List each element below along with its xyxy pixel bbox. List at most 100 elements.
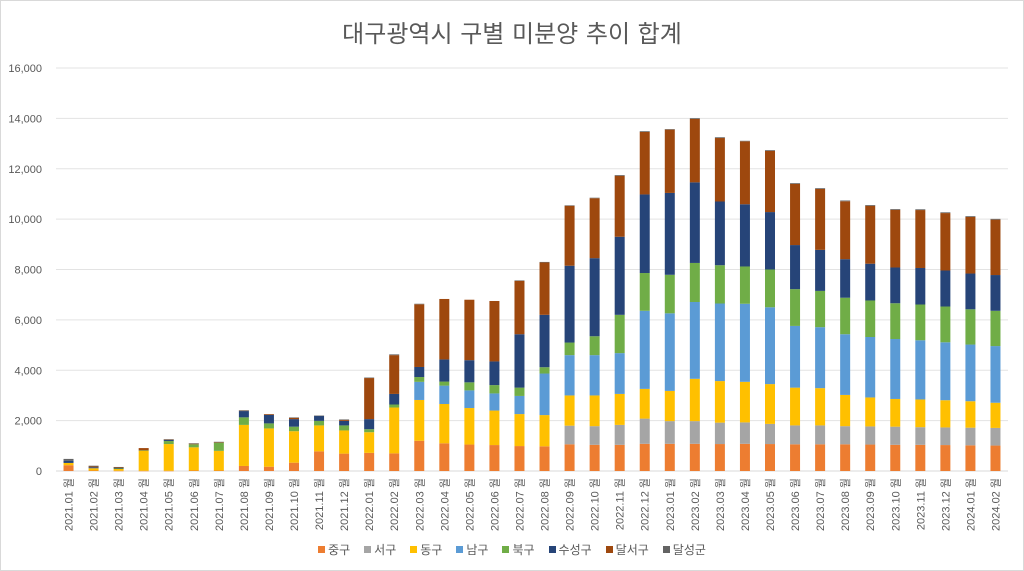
bar-segment: [589, 395, 600, 427]
bar-segment: [238, 411, 249, 418]
bar-segment: [940, 427, 951, 446]
bar-segment: [589, 258, 600, 337]
bar-segment: [539, 367, 550, 374]
bar-segment: [138, 470, 149, 472]
bar-segment: [539, 415, 550, 447]
bar-segment: [414, 304, 425, 367]
bar-segment: [88, 470, 99, 471]
x-tick-label: 2021.08 월: [238, 478, 251, 531]
x-tick-label: 2023.09 월: [864, 478, 877, 531]
bar-segment: [464, 444, 475, 471]
bar-segment: [364, 419, 375, 430]
bar-segment: [614, 236, 625, 315]
x-tick-label: 2023.07 월: [814, 478, 827, 531]
bar-segment: [815, 290, 826, 328]
bar-segment: [389, 407, 400, 454]
bar-segment: [389, 404, 400, 408]
bar-segment: [589, 355, 600, 396]
bar-segment: [865, 205, 876, 264]
bar-segment: [714, 422, 725, 445]
bar-segment: [238, 417, 249, 425]
bar-segment: [314, 451, 325, 471]
bar-segment: [714, 138, 725, 202]
bar-segment: [865, 337, 876, 398]
bar-segment: [163, 444, 174, 471]
bar-segment: [163, 439, 174, 441]
bar-segment: [163, 470, 174, 472]
bar-segment: [213, 441, 224, 443]
bar-segment: [213, 470, 224, 471]
bar-segment: [188, 443, 199, 445]
chart-title: 대구광역시 구별 미분양 추이 합계: [342, 20, 682, 48]
x-tick-label: 2021.10 월: [288, 478, 301, 531]
bar-segment: [564, 355, 575, 396]
bar-segment: [840, 297, 851, 335]
bar-segment: [840, 426, 851, 445]
x-tick-label: 2023.04 월: [739, 478, 752, 531]
bar-segment: [915, 427, 926, 445]
bar-segment: [790, 325, 801, 388]
bar-segment: [564, 205, 575, 266]
bar-segment: [439, 443, 450, 471]
bar-segment: [790, 289, 801, 326]
bar-segment: [589, 198, 600, 259]
bar-segment: [840, 259, 851, 298]
bar-segment: [138, 450, 149, 451]
bar-segment: [865, 263, 876, 301]
bar-segment: [614, 175, 625, 176]
bar-segment: [339, 420, 350, 426]
bar-segment: [238, 465, 249, 471]
bar-segment: [890, 209, 901, 268]
bar-segment: [689, 443, 700, 471]
y-tick-label: 4,000: [14, 365, 42, 377]
bar-segment: [289, 431, 299, 463]
bar-segment: [689, 301, 700, 379]
x-tick-label: 2022.05 월: [463, 478, 476, 531]
x-tick-label: 2022.10 월: [589, 478, 602, 531]
bar-segment: [765, 384, 775, 424]
bar-segment: [263, 423, 274, 429]
bar-segment: [765, 307, 775, 385]
bar-segment: [840, 394, 851, 427]
legend-label: 중구: [328, 543, 351, 557]
bar-segment: [940, 212, 951, 214]
bar-segment: [389, 453, 400, 471]
bar-segment: [514, 387, 525, 396]
bar-segment: [689, 262, 700, 302]
bar-segment: [63, 458, 74, 461]
bar-segment: [815, 249, 826, 291]
bar-segment: [289, 426, 299, 432]
bar-segment: [890, 303, 901, 340]
bar-segment: [689, 378, 700, 422]
legend: 중구 서구 동구 남구 북구 수성구 달서구 달성군: [0, 541, 1024, 558]
bar-segment: [514, 414, 525, 447]
bar-segment: [689, 118, 700, 119]
legend-swatch-icon: [318, 546, 326, 553]
bar-segment: [489, 445, 500, 471]
bar-segment: [765, 150, 775, 151]
bar-segment: [113, 470, 124, 472]
bar-segment: [163, 440, 174, 442]
bar-segment: [639, 418, 650, 444]
x-tick-label: 2024.01 월: [964, 478, 977, 531]
bar-segment: [489, 385, 500, 394]
bar-segment: [389, 393, 400, 405]
bar-segment: [113, 467, 124, 469]
bar-segment: [614, 424, 625, 445]
bar-segment: [88, 468, 99, 471]
bar-segment: [289, 462, 299, 471]
legend-item: 달성군: [662, 541, 706, 558]
bar-segment: [564, 342, 575, 356]
bar-segment: [965, 445, 976, 471]
legend-item: 중구: [318, 541, 350, 558]
bar-segment: [188, 443, 199, 444]
bar-segment: [765, 269, 775, 308]
bar-segment: [389, 354, 400, 356]
bar-segment: [664, 129, 675, 193]
bar-segment: [489, 393, 500, 411]
bar-segment: [739, 266, 750, 304]
bar-segment: [990, 402, 1001, 428]
x-tick-label: 2021.12 월: [338, 478, 351, 531]
bar-segment: [664, 129, 675, 130]
x-tick-label: 2023.08 월: [839, 478, 852, 531]
